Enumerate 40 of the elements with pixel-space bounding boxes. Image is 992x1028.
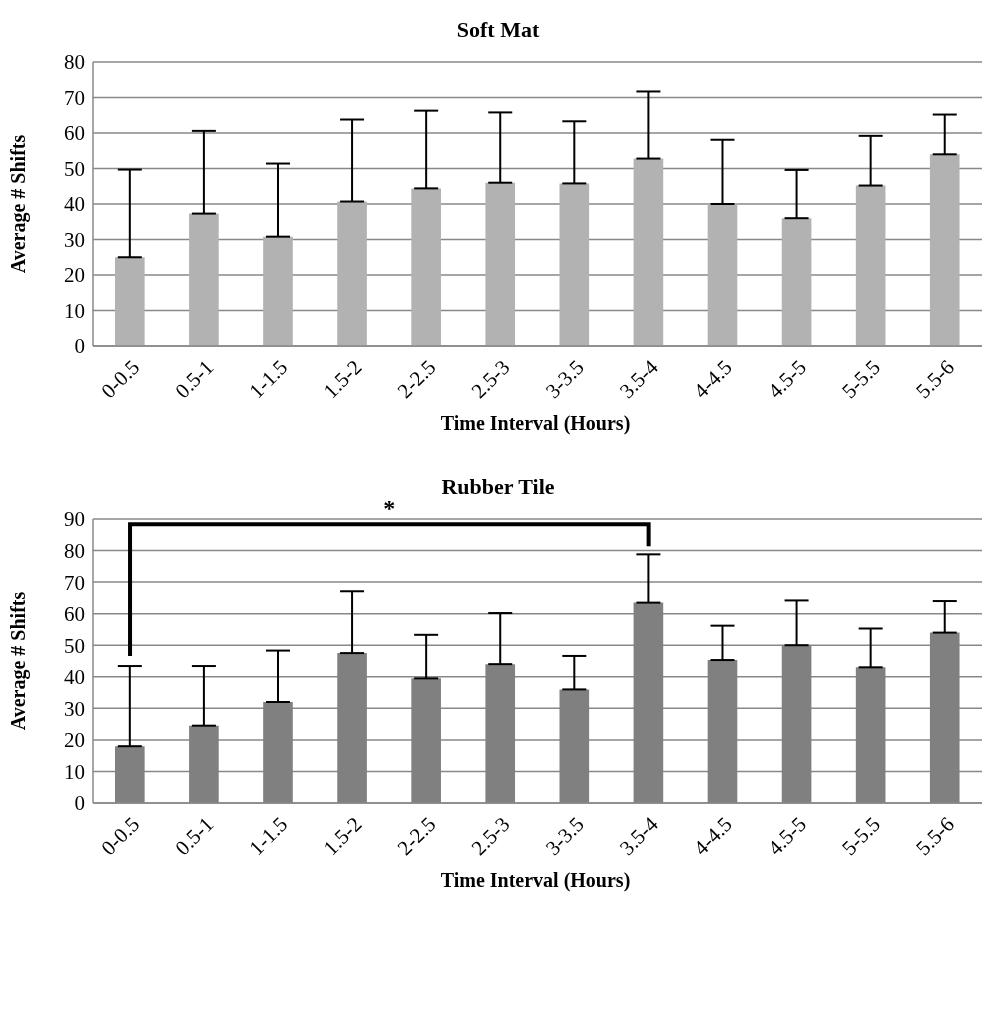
bar <box>263 236 293 346</box>
y-tick-label: 60 <box>64 121 85 146</box>
y-tick-label: 40 <box>64 665 85 690</box>
bar <box>189 213 219 346</box>
y-tick-label: 70 <box>64 570 85 595</box>
y-tick-label: 0 <box>74 334 85 359</box>
x-axis-title: Time Interval (Hours) <box>439 412 632 435</box>
bar <box>485 182 516 346</box>
y-tick-label: 50 <box>64 633 85 658</box>
chart-title: Rubber Tile <box>441 474 555 499</box>
y-tick-label: 80 <box>64 50 85 75</box>
annotation: * <box>382 495 397 522</box>
y-tick-label: 10 <box>64 298 85 323</box>
chart-title: Soft Mat <box>455 16 541 44</box>
y-tick-label: 50 <box>64 156 85 181</box>
bar <box>559 183 590 346</box>
y-tick-label: 30 <box>64 696 85 721</box>
bar <box>781 218 812 346</box>
bar <box>707 204 738 346</box>
bar <box>115 257 145 346</box>
y-tick-label: 90 <box>64 507 85 532</box>
y-tick-label: 40 <box>64 192 85 217</box>
y-tick-label: 80 <box>64 539 85 564</box>
bar <box>855 185 886 346</box>
y-axis-title: Average # Shifts <box>7 134 31 274</box>
y-tick-label: 60 <box>64 602 85 627</box>
x-tick-label: 0.5-1 <box>170 355 219 404</box>
x-axis-title: Time Interval (Hours) <box>439 869 632 892</box>
y-axis-title: Average # Shifts <box>7 591 31 731</box>
y-tick-label: 70 <box>64 85 85 110</box>
y-tick-label: 20 <box>64 728 85 753</box>
bar <box>337 201 367 346</box>
y-tick-label: 10 <box>64 759 85 784</box>
bar <box>411 188 441 346</box>
x-tick-label: 0.5-1 <box>170 812 219 861</box>
y-tick-label: 30 <box>64 227 85 252</box>
bar <box>929 154 960 346</box>
y-tick-label: 20 <box>64 263 85 288</box>
bar <box>633 158 664 346</box>
y-tick-label: 0 <box>74 791 85 816</box>
